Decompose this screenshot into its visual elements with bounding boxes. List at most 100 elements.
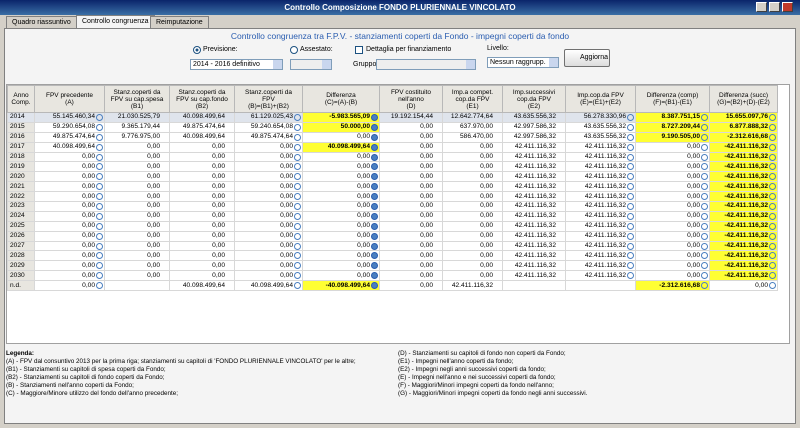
table-row[interactable]: 2029 0,00 0,00 0,00 0,00 0,00 0,00 0,00 42.411.1… — [7, 260, 778, 272]
table-row[interactable]: 2018 0,00 0,00 0,00 0,00 0,00 0,00 0,00 42.411.1… — [7, 151, 778, 163]
detail-button[interactable] — [371, 282, 378, 290]
search-icon[interactable] — [627, 114, 634, 121]
table-row[interactable]: 2027 0,00 0,00 0,00 0,00 0,00 0,00 0,00 42.411.1… — [7, 240, 778, 252]
search-icon[interactable] — [96, 193, 103, 201]
detail-button[interactable] — [371, 262, 378, 270]
search-icon[interactable] — [769, 193, 776, 201]
search-icon[interactable] — [769, 143, 776, 151]
search-icon[interactable] — [701, 173, 708, 181]
detail-button[interactable] — [371, 163, 378, 171]
tab[interactable]: Quadro riassuntivo — [6, 16, 77, 28]
minimize-button[interactable] — [756, 2, 767, 12]
search-icon[interactable] — [627, 153, 634, 161]
search-icon[interactable] — [769, 123, 776, 131]
search-icon[interactable] — [769, 133, 776, 141]
radio-assestato[interactable] — [290, 46, 298, 54]
detail-button[interactable] — [371, 114, 378, 121]
search-icon[interactable] — [96, 222, 103, 230]
search-icon[interactable] — [769, 272, 776, 280]
table-row[interactable]: 2017 40.098.499,64 0,00 0,00 0,00 40.098.499,… — [7, 141, 778, 153]
search-icon[interactable] — [701, 183, 708, 191]
search-icon[interactable] — [701, 262, 708, 270]
detail-button[interactable] — [371, 242, 378, 250]
search-icon[interactable] — [294, 222, 301, 230]
search-icon[interactable] — [769, 203, 776, 211]
search-icon[interactable] — [627, 143, 634, 151]
detail-button[interactable] — [371, 252, 378, 260]
search-icon[interactable] — [701, 212, 708, 220]
detail-button[interactable] — [371, 212, 378, 220]
search-icon[interactable] — [96, 114, 103, 121]
search-icon[interactable] — [627, 173, 634, 181]
search-icon[interactable] — [96, 262, 103, 270]
detail-button[interactable] — [371, 133, 378, 141]
search-icon[interactable] — [701, 114, 708, 121]
table-row[interactable]: 2020 0,00 0,00 0,00 0,00 0,00 0,00 0,00 42.411.1… — [7, 171, 778, 183]
table-row[interactable]: 2025 0,00 0,00 0,00 0,00 0,00 0,00 0,00 42.411.1… — [7, 220, 778, 232]
table-row[interactable]: 2028 0,00 0,00 0,00 0,00 0,00 0,00 0,00 42.411.1… — [7, 250, 778, 262]
search-icon[interactable] — [96, 183, 103, 191]
search-icon[interactable] — [294, 203, 301, 211]
search-icon[interactable] — [627, 163, 634, 171]
search-icon[interactable] — [96, 232, 103, 240]
table-row[interactable]: 2019 0,00 0,00 0,00 0,00 0,00 0,00 0,00 42.411.1… — [7, 161, 778, 173]
search-icon[interactable] — [96, 153, 103, 161]
search-icon[interactable] — [769, 173, 776, 181]
select-previsione[interactable]: 2014 - 2016 definitivo — [190, 59, 283, 70]
search-icon[interactable] — [294, 232, 301, 240]
search-icon[interactable] — [701, 123, 708, 131]
detail-button[interactable] — [371, 232, 378, 240]
search-icon[interactable] — [96, 212, 103, 220]
search-icon[interactable] — [294, 272, 301, 280]
search-icon[interactable] — [627, 133, 634, 141]
table-row[interactable]: 2014 55.145.460,34 21.030.525,79 40.098.499… — [7, 112, 778, 123]
search-icon[interactable] — [769, 262, 776, 270]
select-assestato[interactable] — [290, 59, 332, 70]
search-icon[interactable] — [96, 163, 103, 171]
search-icon[interactable] — [701, 232, 708, 240]
close-button[interactable] — [782, 2, 793, 12]
detail-button[interactable] — [371, 272, 378, 280]
search-icon[interactable] — [96, 203, 103, 211]
detail-button[interactable] — [371, 173, 378, 181]
input-gruppo[interactable] — [376, 59, 476, 70]
search-icon[interactable] — [294, 193, 301, 201]
search-icon[interactable] — [627, 262, 634, 270]
search-icon[interactable] — [701, 222, 708, 230]
table-row[interactable]: 2026 0,00 0,00 0,00 0,00 0,00 0,00 0,00 42.411.1… — [7, 230, 778, 242]
search-icon[interactable] — [769, 252, 776, 260]
table-row[interactable]: n.d. 0,00 40.098.499,64 40.098.499,64 -40.09… — [7, 280, 778, 292]
search-icon[interactable] — [769, 242, 776, 250]
radio-previsione[interactable] — [193, 46, 201, 54]
detail-button[interactable] — [371, 183, 378, 191]
search-icon[interactable] — [769, 183, 776, 191]
search-icon[interactable] — [96, 143, 103, 151]
search-icon[interactable] — [701, 153, 708, 161]
checkbox[interactable] — [355, 46, 363, 54]
search-icon[interactable] — [96, 272, 103, 280]
search-icon[interactable] — [701, 272, 708, 280]
search-icon[interactable] — [627, 252, 634, 260]
search-icon[interactable] — [701, 252, 708, 260]
table-row[interactable]: 2024 0,00 0,00 0,00 0,00 0,00 0,00 0,00 42.411.1… — [7, 210, 778, 222]
search-icon[interactable] — [294, 183, 301, 191]
search-icon[interactable] — [627, 272, 634, 280]
search-icon[interactable] — [627, 193, 634, 201]
search-icon[interactable] — [769, 163, 776, 171]
search-icon[interactable] — [294, 282, 301, 290]
search-icon[interactable] — [769, 153, 776, 161]
button-aggiorna[interactable]: Aggiorna — [564, 49, 610, 67]
search-icon[interactable] — [701, 163, 708, 171]
maximize-button[interactable] — [769, 2, 780, 12]
search-icon[interactable] — [701, 143, 708, 151]
table-row[interactable]: 2022 0,00 0,00 0,00 0,00 0,00 0,00 0,00 42.411.1… — [7, 191, 778, 203]
search-icon[interactable] — [627, 232, 634, 240]
search-icon[interactable] — [294, 133, 301, 141]
detail-button[interactable] — [371, 222, 378, 230]
search-icon[interactable] — [701, 193, 708, 201]
search-icon[interactable] — [627, 242, 634, 250]
search-icon[interactable] — [627, 203, 634, 211]
select-livello[interactable]: Nessun raggrupp. — [487, 57, 559, 68]
search-icon[interactable] — [627, 123, 634, 131]
search-icon[interactable] — [701, 133, 708, 141]
